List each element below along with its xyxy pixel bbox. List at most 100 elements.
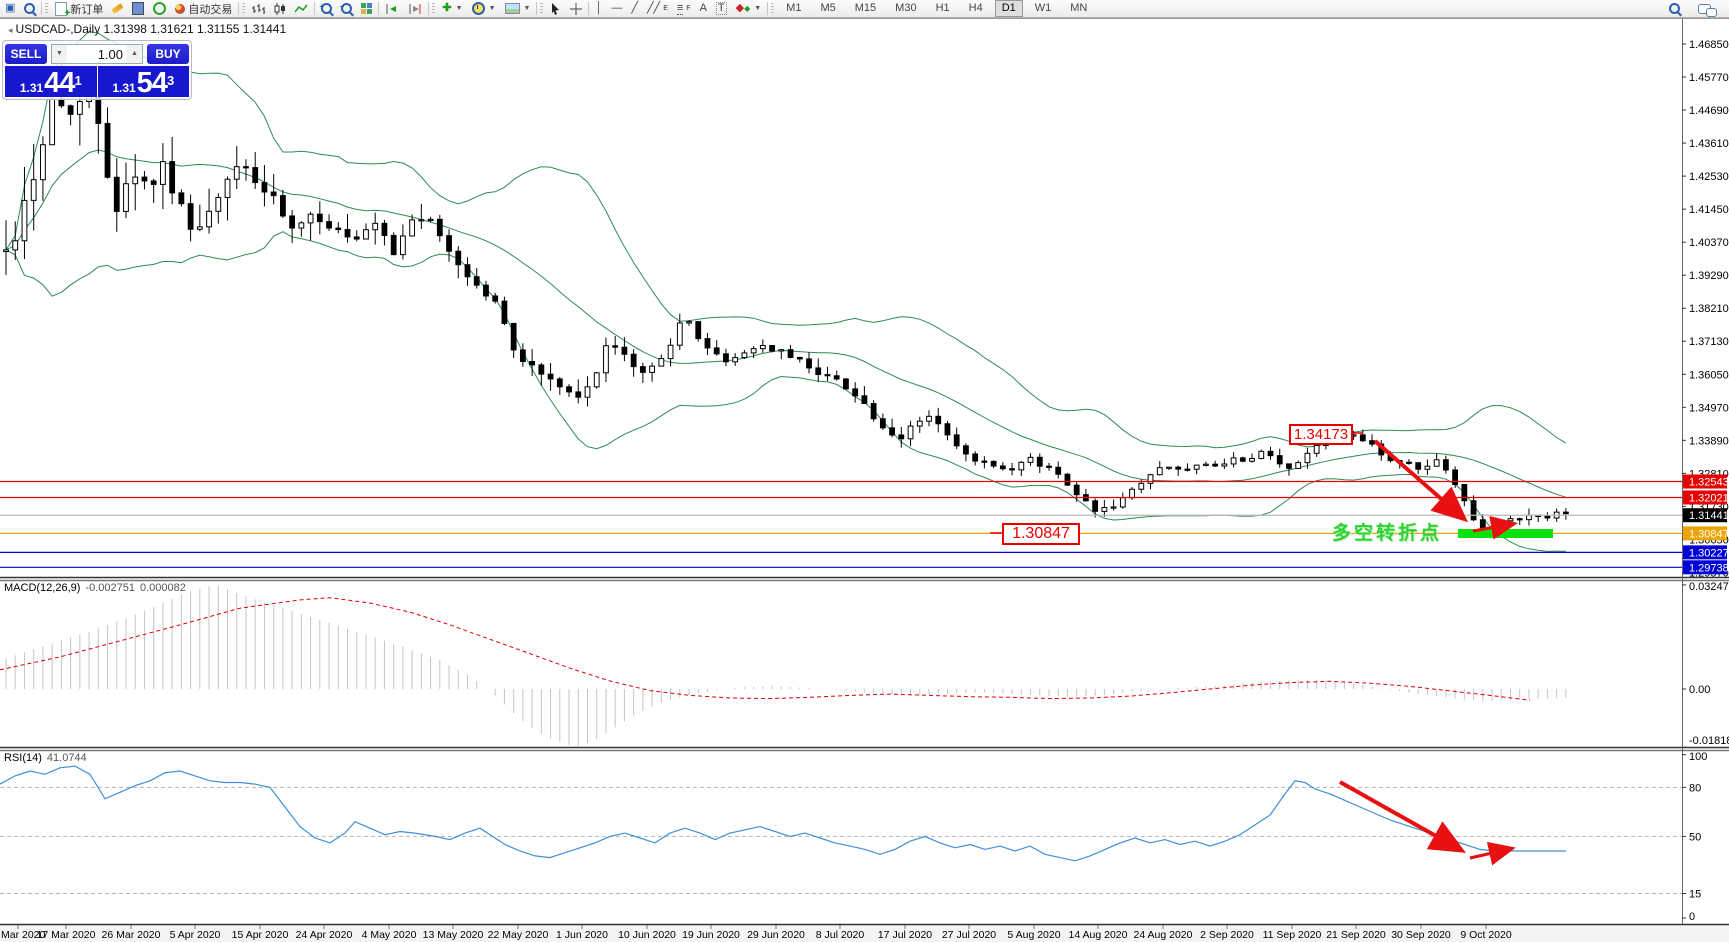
timeframe-button-MN[interactable]: MN — [1070, 2, 1088, 14]
ask-price[interactable]: 1.31 54 3 — [98, 66, 190, 99]
candle — [1239, 457, 1246, 462]
price-chart-plot[interactable] — [0, 18, 1682, 577]
time-axis[interactable] — [0, 925, 1729, 942]
timeframe-button-M1[interactable]: M1 — [786, 2, 802, 14]
candle — [1295, 462, 1302, 469]
price-badge — [1683, 508, 1727, 523]
candle — [621, 346, 628, 355]
macd-tick-label: 0.032478 — [1689, 581, 1729, 593]
toolbar-drag-handle[interactable] — [45, 3, 49, 14]
chart-window-icon[interactable]: ▣ — [5, 2, 16, 14]
candle — [326, 221, 332, 229]
horizontal-line-tool-icon[interactable]: — — [611, 2, 623, 14]
toolbar-separator — [588, 2, 590, 15]
new-order-button[interactable]: 新订单 — [53, 1, 105, 19]
turning-point-annotation[interactable]: 多空转折点 — [1332, 523, 1443, 544]
price-badge — [1683, 490, 1727, 505]
volume-spinner[interactable]: ▼ 1.00 ▲ — [51, 44, 143, 64]
price-badge — [1683, 560, 1727, 575]
price-tick-label: 1.39290 — [1689, 270, 1729, 282]
trend-arrow[interactable] — [1469, 841, 1516, 866]
timeframe-button-D1[interactable]: D1 — [994, 0, 1023, 17]
candle — [1526, 514, 1532, 521]
candle — [1203, 463, 1209, 466]
timeframes-dropdown[interactable]: ▼ — [470, 2, 498, 15]
sell-button[interactable]: SELL — [5, 44, 47, 64]
vertical-line-tool-icon[interactable]: │ — [595, 2, 603, 14]
green-support-bar[interactable] — [1458, 529, 1553, 538]
date-label: 26 Mar 2020 — [102, 929, 161, 941]
toolbar-drag-handle[interactable] — [771, 3, 775, 14]
candle — [723, 353, 729, 363]
candle — [510, 322, 517, 351]
candle — [427, 218, 434, 222]
tick-chart-icon[interactable] — [22, 3, 37, 14]
timeframe-button-W1[interactable]: W1 — [1034, 2, 1052, 14]
macd-panel-plot[interactable] — [0, 580, 1682, 747]
line-chart-icon[interactable] — [293, 3, 310, 15]
candlestick-chart-icon[interactable] — [272, 2, 288, 15]
candle — [879, 418, 886, 429]
volume-decrease-button[interactable]: ▼ — [52, 45, 67, 63]
bar-chart-icon[interactable] — [250, 3, 267, 15]
candle — [206, 210, 212, 228]
volume-increase-button[interactable]: ▲ — [127, 45, 142, 63]
cursor-icon[interactable] — [548, 2, 563, 15]
candle — [1452, 469, 1459, 485]
candle — [1009, 468, 1015, 471]
zoom-in-icon[interactable]: + — [319, 2, 334, 14]
trend-arrow[interactable] — [1339, 780, 1466, 853]
crosshair-icon[interactable] — [568, 2, 584, 15]
timeframe-button-M30[interactable]: M30 — [895, 2, 917, 14]
rsi-panel-plot[interactable] — [0, 750, 1682, 924]
search-icon[interactable] — [1667, 3, 1682, 14]
candle — [593, 372, 600, 388]
trend-arrow[interactable] — [1472, 515, 1518, 540]
candle — [870, 402, 877, 420]
timeframe-button-H4[interactable]: H4 — [968, 2, 983, 14]
ask-price-big: 54 — [136, 67, 168, 99]
text-tool-icon[interactable]: A — [699, 2, 707, 14]
toolbar-drag-handle[interactable] — [540, 3, 544, 14]
rsi-tick-label: 100 — [1689, 751, 1707, 763]
arrows-tool-icon[interactable]: ◆◆ ▼ — [735, 2, 762, 14]
autotrade-button[interactable]: 自动交易 — [173, 1, 234, 17]
date-label: 5 Aug 2020 — [1007, 929, 1060, 941]
toolbar-drag-handle[interactable] — [242, 3, 246, 14]
support-price-label[interactable]: 1.30847 — [1002, 523, 1080, 545]
volume-value[interactable]: 1.00 — [97, 46, 123, 62]
rsi-indicator-label: RSI(14) 41.0744 — [4, 752, 87, 764]
timeframe-button-M5[interactable]: M5 — [820, 2, 836, 14]
ask-price-small: 1.31 — [112, 81, 136, 95]
timeframe-button-M15[interactable]: M15 — [854, 2, 877, 14]
zoom-out-icon[interactable]: − — [339, 2, 354, 14]
text-label-tool-icon[interactable]: T — [715, 2, 727, 15]
candle — [363, 229, 369, 240]
chat-icon[interactable] — [1696, 3, 1717, 17]
bollinger-upper-band — [5, 30, 1567, 449]
market-watch-icon[interactable] — [130, 2, 146, 15]
toolbar-drag-handle[interactable] — [432, 3, 436, 14]
rsi-tick-label: 15 — [1689, 889, 1701, 901]
trendline-tool-icon[interactable]: ╱ — [631, 2, 638, 14]
trend-arrow[interactable] — [1373, 439, 1469, 523]
bid-price[interactable]: 1.31 44 1 — [5, 66, 98, 98]
auto-scroll-icon[interactable] — [383, 3, 401, 15]
candle — [196, 226, 203, 230]
channel-tool-icon[interactable]: ╱╱ E — [646, 2, 668, 14]
templates-dropdown[interactable]: ▼ — [503, 3, 533, 14]
candle — [1101, 507, 1108, 512]
signals-icon[interactable] — [151, 2, 168, 15]
tile-windows-icon[interactable] — [359, 3, 374, 14]
timeframe-button-H1[interactable]: H1 — [935, 2, 950, 14]
toolbar-group-cursor — [545, 0, 587, 17]
toolbar-separator — [238, 2, 240, 15]
buy-button[interactable]: BUY — [147, 44, 189, 64]
date-label: Mar 2020 — [1, 929, 46, 941]
date-label: 21 Sep 2020 — [1326, 929, 1386, 941]
chart-shift-icon[interactable] — [406, 3, 424, 15]
add-indicator-button[interactable]: ✚ ▼ — [442, 2, 463, 14]
fibonacci-tool-icon[interactable]: ≡ F — [676, 1, 691, 15]
swing-high-price-label[interactable]: 1.34173 — [1289, 424, 1353, 445]
